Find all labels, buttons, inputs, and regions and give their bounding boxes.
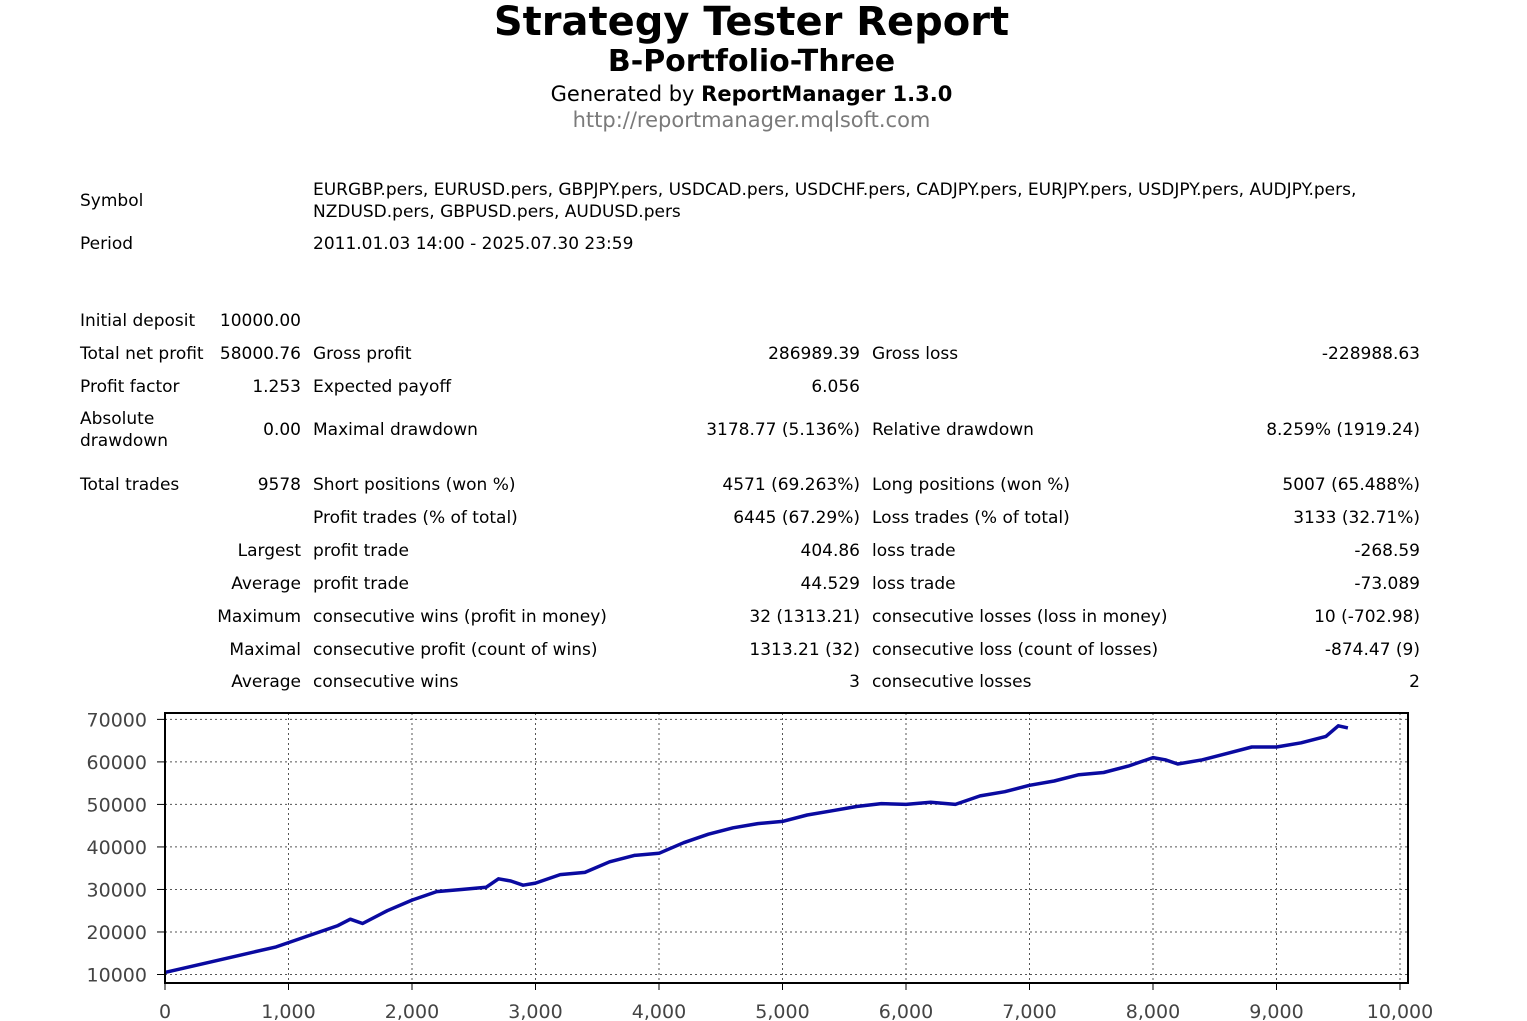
total-net-profit-label: Total net profit bbox=[80, 344, 204, 364]
short-positions-label: Short positions (won %) bbox=[313, 475, 516, 495]
generated-by: Generated by ReportManager 1.3.0 bbox=[0, 80, 1503, 108]
report-title: Strategy Tester Report bbox=[493, 0, 1010, 45]
x-tick-label: 4,000 bbox=[632, 1001, 686, 1021]
report-header: Strategy Tester Report B-Portfolio-Three… bbox=[0, 0, 1503, 132]
y-tick-label: 60000 bbox=[87, 752, 147, 774]
x-tick-label: 1,000 bbox=[261, 1001, 315, 1021]
y-tick-label: 10000 bbox=[87, 964, 147, 986]
average-label: Average bbox=[231, 574, 301, 594]
average-profit-value: 44.529 bbox=[800, 574, 860, 594]
avg-consec-losses-label: consecutive losses bbox=[872, 672, 1032, 692]
y-tick-label: 30000 bbox=[87, 879, 147, 901]
avg-consec-losses-value: 2 bbox=[1409, 672, 1420, 692]
maximal-label: Maximal bbox=[229, 640, 301, 660]
total-net-profit-value: 58000.76 bbox=[219, 344, 301, 364]
gross-loss-value: -228988.63 bbox=[1321, 344, 1420, 364]
x-tick-label: 9,000 bbox=[1249, 1001, 1303, 1021]
largest-label: Largest bbox=[237, 541, 301, 561]
chart-line-layer bbox=[164, 724, 1349, 975]
avg-consec-wins-label: consecutive wins bbox=[313, 672, 459, 692]
generated-prefix: Generated by bbox=[550, 82, 702, 106]
profit-trades-value: 6445 (67.29%) bbox=[733, 508, 860, 528]
absolute-drawdown-label-line1: Absolute bbox=[80, 409, 155, 429]
balance-chart: 0 1,000 2,000 3,000 4,000 5,000 6,000 7,000 8,00… bbox=[87, 709, 1434, 1021]
expected-payoff-label: Expected payoff bbox=[313, 377, 452, 397]
max-consec-wins-label: consecutive wins (profit in money) bbox=[313, 607, 607, 627]
x-tick-label: 5,000 bbox=[755, 1001, 809, 1021]
x-tick-label: 0 bbox=[159, 1001, 171, 1021]
average-profit-label: profit trade bbox=[313, 574, 409, 594]
report-subtitle: B-Portfolio-Three bbox=[607, 44, 896, 79]
max-consec-losses-value: 10 (-702.98) bbox=[1314, 607, 1420, 627]
average-loss-label: loss trade bbox=[872, 574, 956, 594]
expected-payoff-value: 6.056 bbox=[811, 377, 860, 397]
maximal-consec-profit-label: consecutive profit (count of wins) bbox=[313, 640, 598, 660]
average-loss-value: -73.089 bbox=[1354, 574, 1420, 594]
maximal-consec-profit-value: 1313.21 (32) bbox=[749, 640, 860, 660]
chart-grid bbox=[165, 713, 1408, 983]
maximal-drawdown-label: Maximal drawdown bbox=[313, 420, 478, 440]
y-tick-label: 20000 bbox=[87, 922, 147, 944]
x-tick-label: 10,000 bbox=[1367, 1001, 1433, 1021]
maximal-consec-loss-value: -874.47 (9) bbox=[1324, 640, 1420, 660]
x-tick-label: 7,000 bbox=[1002, 1001, 1056, 1021]
largest-profit-value: 404.86 bbox=[800, 541, 860, 561]
chart-frame bbox=[164, 712, 1409, 984]
symbol-value-line1: EURGBP.pers, EURUSD.pers, GBPJPY.pers, U… bbox=[313, 180, 1357, 200]
total-trades-value: 9578 bbox=[257, 475, 301, 495]
short-positions-value: 4571 (69.263%) bbox=[722, 475, 860, 495]
generator-url: http://reportmanager.mqlsoft.com bbox=[572, 108, 931, 132]
maximal-consec-loss-label: consecutive loss (count of losses) bbox=[872, 640, 1159, 660]
y-tick-label: 70000 bbox=[87, 709, 147, 731]
generator-name: ReportManager 1.3.0 bbox=[701, 82, 953, 106]
largest-profit-label: profit trade bbox=[313, 541, 409, 561]
long-positions-label: Long positions (won %) bbox=[872, 475, 1071, 495]
absolute-drawdown-value: 0.00 bbox=[263, 420, 301, 440]
x-tick-label: 8,000 bbox=[1126, 1001, 1180, 1021]
x-tick-label: 2,000 bbox=[385, 1001, 439, 1021]
symbol-label: Symbol bbox=[80, 191, 144, 211]
max-consec-wins-value: 32 (1313.21) bbox=[749, 607, 860, 627]
loss-trades-label: Loss trades (% of total) bbox=[872, 508, 1070, 528]
period-label: Period bbox=[80, 234, 134, 254]
period-value: 2011.01.03 14:00 - 2025.07.30 23:59 bbox=[313, 234, 634, 254]
largest-loss-label: loss trade bbox=[872, 541, 956, 561]
gross-profit-value: 286989.39 bbox=[768, 344, 860, 364]
relative-drawdown-label: Relative drawdown bbox=[872, 420, 1034, 440]
y-tick-label: 40000 bbox=[87, 837, 147, 859]
balance-line bbox=[164, 724, 1349, 975]
total-trades-label: Total trades bbox=[80, 475, 180, 495]
profit-factor-value: 1.253 bbox=[252, 377, 301, 397]
gross-profit-label: Gross profit bbox=[313, 344, 412, 364]
gross-loss-label: Gross loss bbox=[872, 344, 959, 364]
y-tick-label: 50000 bbox=[87, 794, 147, 816]
relative-drawdown-value: 8.259% (1919.24) bbox=[1266, 420, 1420, 440]
initial-deposit-value: 10000.00 bbox=[219, 311, 301, 331]
max-consec-losses-label: consecutive losses (loss in money) bbox=[872, 607, 1168, 627]
absolute-drawdown-label-line2: drawdown bbox=[80, 431, 168, 451]
loss-trades-value: 3133 (32.71%) bbox=[1293, 508, 1420, 528]
profit-factor-label: Profit factor bbox=[80, 377, 180, 397]
average2-label: Average bbox=[231, 672, 301, 692]
maximal-drawdown-value: 3178.77 (5.136%) bbox=[706, 420, 860, 440]
chart-axes: 0 1,000 2,000 3,000 4,000 5,000 6,000 7,000 8,00… bbox=[87, 709, 1434, 1021]
avg-consec-wins-value: 3 bbox=[849, 672, 860, 692]
symbol-value-line2: NZDUSD.pers, GBPUSD.pers, AUDUSD.pers bbox=[313, 202, 681, 222]
largest-loss-value: -268.59 bbox=[1354, 541, 1420, 561]
initial-deposit-label: Initial deposit bbox=[80, 311, 196, 331]
long-positions-value: 5007 (65.488%) bbox=[1282, 475, 1420, 495]
x-tick-label: 3,000 bbox=[508, 1001, 562, 1021]
profit-trades-label: Profit trades (% of total) bbox=[313, 508, 518, 528]
x-tick-label: 6,000 bbox=[879, 1001, 933, 1021]
maximum-label: Maximum bbox=[217, 607, 301, 627]
